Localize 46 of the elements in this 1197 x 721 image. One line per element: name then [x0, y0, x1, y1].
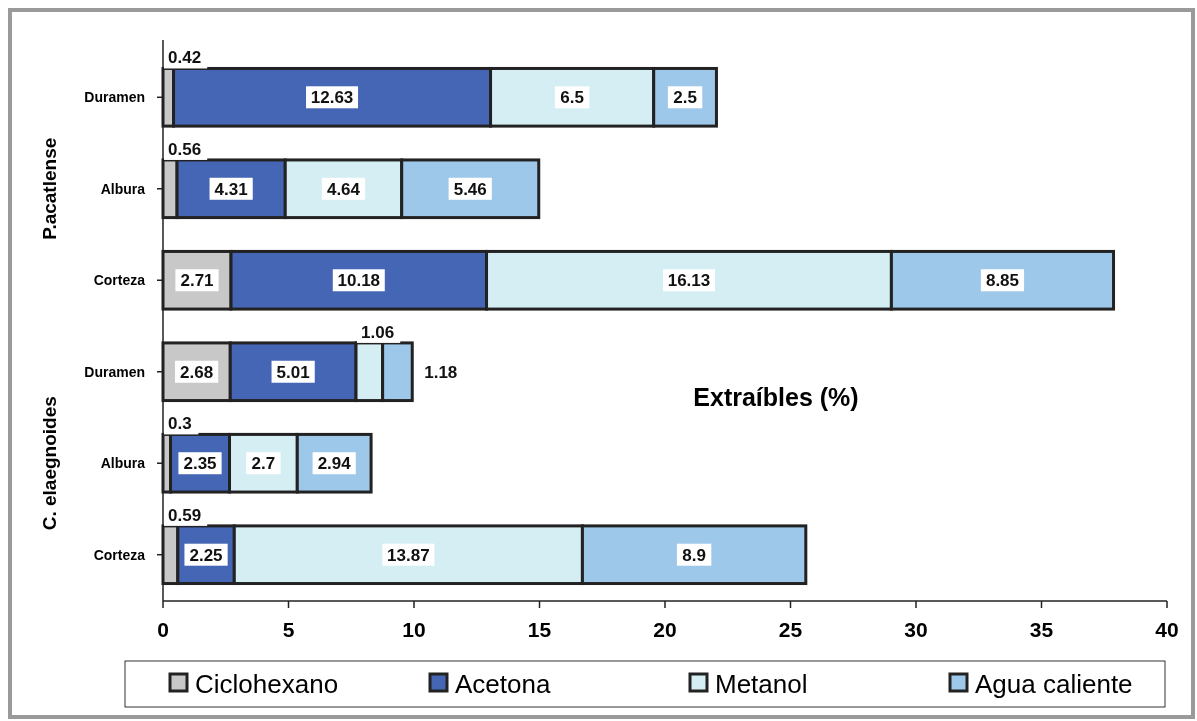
x-tick-label: 15 — [527, 618, 552, 641]
data-label: 1.06 — [361, 322, 395, 342]
y-tick-label: Corteza — [93, 546, 146, 563]
data-label: 13.87 — [387, 545, 430, 565]
data-label: 8.85 — [985, 271, 1020, 291]
data-label: 0.3 — [168, 414, 192, 434]
data-label: 2.68 — [180, 362, 214, 382]
data-label: 2.25 — [189, 545, 223, 565]
legend-label: Agua caliente — [975, 669, 1133, 699]
data-label: 4.64 — [326, 179, 361, 199]
legend-label: Acetona — [455, 669, 551, 699]
data-label: 0.59 — [168, 505, 202, 525]
legend-label: Ciclohexano — [195, 669, 339, 699]
data-label: 16.13 — [667, 271, 711, 291]
data-label: 8.9 — [682, 545, 706, 565]
x-tick-label: 25 — [778, 618, 803, 641]
data-label: 2.71 — [180, 271, 214, 291]
data-label: 2.94 — [317, 454, 352, 474]
x-tick-label: 30 — [904, 618, 928, 641]
y-tick-label: Duramen — [84, 89, 145, 106]
data-label: 5.01 — [276, 362, 310, 382]
x-tick-label: 10 — [402, 618, 426, 641]
x-tick-label: 35 — [1029, 618, 1054, 641]
data-label: 0.42 — [168, 48, 202, 68]
x-axis-title: Extraíbles (%) — [693, 383, 859, 411]
data-label: 2.5 — [673, 88, 697, 108]
x-tick-label: 40 — [1155, 618, 1179, 641]
legend-label: Metanol — [715, 669, 808, 699]
data-label: 2.7 — [251, 454, 276, 474]
x-tick-label: 20 — [653, 618, 677, 641]
data-label: 1.18 — [424, 362, 458, 382]
data-label: 12.63 — [310, 88, 354, 108]
x-tick-label: 0 — [157, 618, 169, 641]
x-tick-label: 5 — [282, 618, 295, 641]
data-label: 2.35 — [183, 454, 217, 474]
data-label: 5.46 — [453, 179, 487, 199]
data-label: 10.18 — [337, 271, 381, 291]
text: C. elaegnoides — [39, 396, 60, 531]
y-tick-label: Albura — [100, 180, 146, 197]
data-label: 0.56 — [168, 139, 202, 159]
data-label: 6.5 — [560, 88, 584, 108]
y-tick-label: Duramen — [84, 363, 145, 380]
y-tick-label: Corteza — [93, 272, 146, 289]
text: P.acatlense — [39, 137, 60, 240]
y-tick-label: Albura — [100, 455, 146, 472]
data-label: 4.31 — [214, 179, 248, 199]
